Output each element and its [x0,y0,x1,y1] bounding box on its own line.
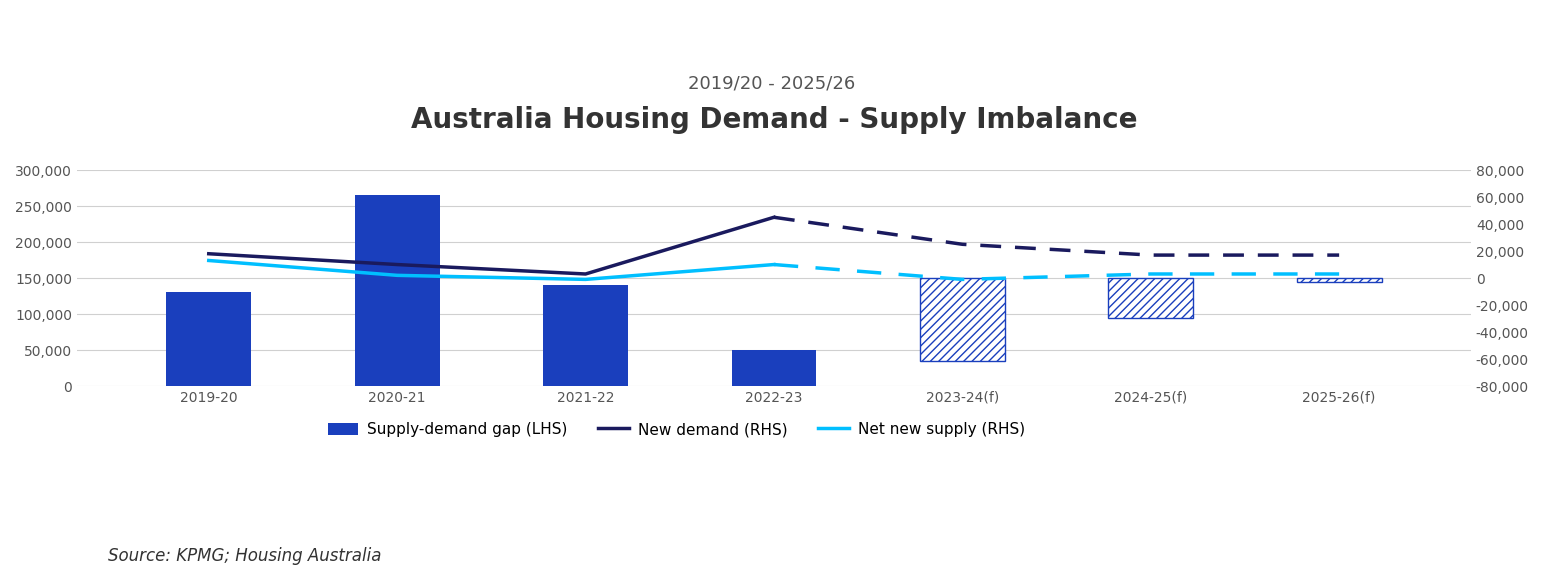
Legend: Supply-demand gap (LHS), New demand (RHS), Net new supply (RHS): Supply-demand gap (LHS), New demand (RHS… [321,416,1031,443]
Title: Australia Housing Demand - Supply Imbalance: Australia Housing Demand - Supply Imbala… [411,106,1138,134]
Bar [920,278,1005,361]
Bar [732,350,817,386]
Bar [1297,278,1382,282]
Text: Source: KPMG; Housing Australia: Source: KPMG; Housing Australia [108,547,381,565]
Bar [1109,278,1194,317]
Text: 2019/20 - 2025/26: 2019/20 - 2025/26 [689,74,855,93]
Bar [167,292,252,386]
Bar [543,286,628,386]
Bar [355,195,440,386]
